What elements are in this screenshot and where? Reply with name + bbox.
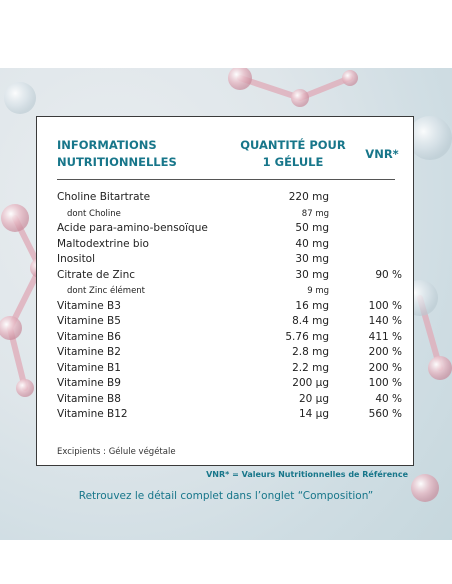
nutrient-name: Inositol	[57, 253, 96, 265]
nutrient-name: Vitamine B6	[57, 330, 121, 343]
table-row: Vitamine B8 20 µg 40 %	[37, 393, 415, 409]
nutrient-name: Vitamine B2	[57, 346, 121, 358]
header-divider	[57, 179, 395, 180]
header-vnr: VNR*	[365, 147, 399, 161]
nutrient-quantity: 30 mg	[295, 253, 329, 265]
nutrient-vnr: 100 %	[368, 377, 402, 389]
table-row: Vitamine B1 2.2 mg 200 %	[37, 362, 415, 378]
nutrient-name: Citrate de Zinc	[57, 268, 136, 281]
nutrient-name: Vitamine B3	[57, 299, 121, 312]
nutrition-facts-table: INFORMATIONS NUTRITIONNELLES QUANTITÉ PO…	[36, 116, 414, 466]
nutrient-quantity: 8.4 mg	[292, 315, 329, 327]
table-row: Vitamine B2 2.8 mg 200 %	[37, 346, 415, 362]
nutrient-name: dont Zinc élément	[67, 286, 146, 296]
header-informations-nutritionnelles: INFORMATIONS NUTRITIONNELLES	[57, 138, 177, 169]
nutrient-quantity: 87 mg	[301, 208, 329, 219]
nutrient-name: Vitamine B5	[57, 315, 121, 327]
bottom-white-band	[0, 540, 452, 584]
nutrient-name: dont Choline	[67, 208, 121, 219]
nutrient-vnr: 200 %	[368, 361, 402, 374]
table-row: Vitamine B9 200 µg 100 %	[37, 377, 415, 393]
nutrient-name: Vitamine B9	[57, 377, 121, 389]
table-row: dont Choline 87 mg	[37, 207, 415, 223]
table-row: dont Zinc élément 9 mg	[37, 284, 415, 300]
table-row: Choline Bitartrate 220 mg	[37, 191, 415, 207]
table-row: Vitamine B5 8.4 mg 140 %	[37, 315, 415, 331]
nutrient-vnr: 90 %	[375, 268, 402, 281]
top-white-band	[0, 0, 452, 68]
table-row: Inositol 30 mg	[37, 253, 415, 269]
nutrient-quantity: 14 µg	[298, 408, 329, 420]
table-row: Acide para-amino-bensoïque 50 mg	[37, 222, 415, 238]
nutrient-quantity: 5.76 mg	[285, 330, 329, 343]
nutrient-vnr: 200 %	[368, 346, 402, 358]
nutrient-quantity: 20 µg	[298, 392, 329, 405]
molecule-background-image	[0, 68, 452, 502]
nutrient-name: Vitamine B8	[57, 392, 121, 405]
nutrient-quantity: 30 mg	[295, 268, 329, 281]
table-row: Citrate de Zinc 30 mg 90 %	[37, 269, 415, 285]
excipients-note: Excipients : Gélule végétale	[57, 447, 176, 457]
nutrient-vnr: 100 %	[368, 299, 402, 312]
composition-tab-callout: Retrouvez le détail complet dans l’ongle…	[78, 490, 374, 502]
nutrient-vnr: 560 %	[368, 408, 402, 420]
nutrient-quantity: 16 mg	[295, 299, 329, 312]
nutrient-name: Vitamine B1	[57, 361, 121, 374]
nutrient-name: Maltodextrine bio	[57, 237, 149, 250]
table-row: Vitamine B6 5.76 mg 411 %	[37, 331, 415, 347]
nutrient-quantity: 220 mg	[288, 191, 329, 203]
table-row: Maltodextrine bio 40 mg	[37, 238, 415, 254]
nutrient-vnr: 40 %	[375, 392, 402, 405]
nutrient-vnr: 140 %	[368, 315, 402, 327]
table-rows: Choline Bitartrate 220 mg dont Choline 8…	[37, 191, 415, 424]
nutrient-quantity: 200 µg	[292, 377, 329, 389]
nutrient-vnr: 411 %	[368, 330, 402, 343]
nutrient-name: Vitamine B12	[57, 408, 128, 420]
vnr-footnote: VNR* = Valeurs Nutritionnelles de Référe…	[206, 470, 408, 479]
header-quantite-par-gelule: QUANTITÉ POUR 1 GÉLULE	[240, 138, 346, 169]
nutrient-quantity: 2.2 mg	[292, 361, 329, 374]
table-row: Vitamine B3 16 mg 100 %	[37, 300, 415, 316]
nutrient-quantity: 2.8 mg	[292, 346, 329, 358]
table-row: Vitamine B12 14 µg 560 %	[37, 408, 415, 424]
nutrient-quantity: 40 mg	[295, 237, 329, 250]
nutrient-name: Choline Bitartrate	[57, 191, 151, 203]
nutrient-quantity: 50 mg	[295, 222, 329, 234]
nutrient-name: Acide para-amino-bensoïque	[57, 222, 208, 234]
nutrient-quantity: 9 mg	[307, 286, 329, 296]
